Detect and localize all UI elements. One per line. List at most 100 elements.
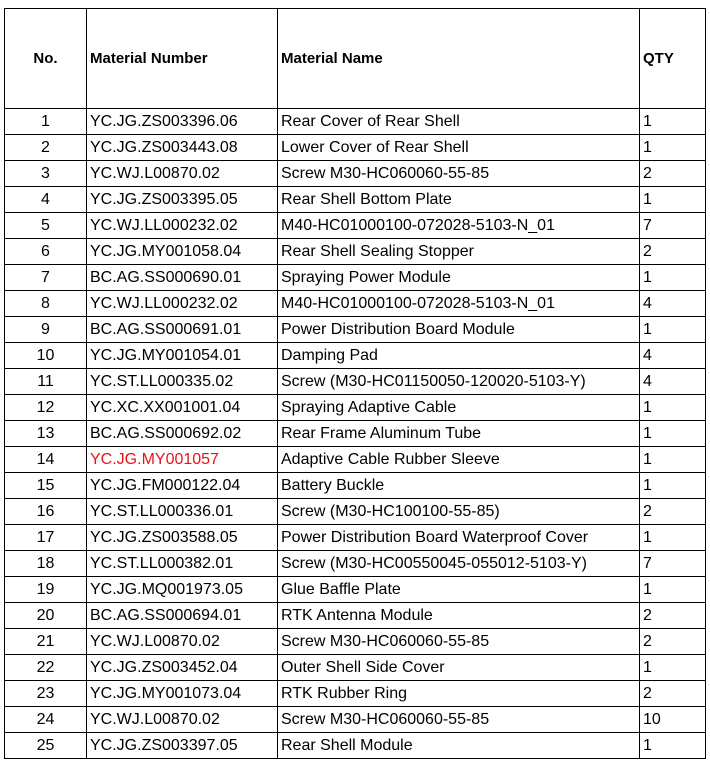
cell-no[interactable]: 10: [4, 342, 87, 369]
cell-material-name[interactable]: RTK Rubber Ring: [277, 680, 640, 707]
cell-qty[interactable]: 4: [639, 368, 706, 395]
cell-material-number[interactable]: YC.WJ.LL000232.02: [86, 290, 278, 317]
cell-no[interactable]: 11: [4, 368, 87, 395]
cell-no[interactable]: 23: [4, 680, 87, 707]
cell-material-number[interactable]: YC.WJ.L00870.02: [86, 706, 278, 733]
cell-no[interactable]: 22: [4, 654, 87, 681]
cell-qty[interactable]: 2: [639, 628, 706, 655]
cell-material-name[interactable]: Battery Buckle: [277, 472, 640, 499]
cell-no[interactable]: 25: [4, 732, 87, 759]
cell-material-name[interactable]: Spraying Adaptive Cable: [277, 394, 640, 421]
cell-material-number[interactable]: YC.JG.MY001073.04: [86, 680, 278, 707]
cell-qty[interactable]: 1: [639, 264, 706, 291]
cell-qty[interactable]: 2: [639, 238, 706, 265]
cell-material-number[interactable]: YC.JG.FM000122.04: [86, 472, 278, 499]
cell-qty[interactable]: 2: [639, 680, 706, 707]
cell-qty[interactable]: 1: [639, 472, 706, 499]
cell-material-number[interactable]: YC.JG.MY001058.04: [86, 238, 278, 265]
cell-no[interactable]: 2: [4, 134, 87, 161]
cell-material-number[interactable]: BC.AG.SS000694.01: [86, 602, 278, 629]
cell-no[interactable]: 19: [4, 576, 87, 603]
cell-no[interactable]: 21: [4, 628, 87, 655]
cell-qty[interactable]: 1: [639, 446, 706, 473]
cell-material-name[interactable]: Screw (M30-HC100100-55-85): [277, 498, 640, 525]
cell-material-name[interactable]: Rear Shell Bottom Plate: [277, 186, 640, 213]
cell-material-name[interactable]: Power Distribution Board Module: [277, 316, 640, 343]
cell-no[interactable]: 8: [4, 290, 87, 317]
cell-material-number[interactable]: YC.JG.MY001057: [86, 446, 278, 473]
cell-material-name[interactable]: M40-HC01000100-072028-5103-N_01: [277, 290, 640, 317]
cell-no[interactable]: 15: [4, 472, 87, 499]
cell-material-name[interactable]: Glue Baffle Plate: [277, 576, 640, 603]
header-material-name[interactable]: Material Name: [277, 8, 640, 109]
cell-qty[interactable]: 2: [639, 498, 706, 525]
cell-qty[interactable]: 1: [639, 654, 706, 681]
cell-material-name[interactable]: RTK Antenna Module: [277, 602, 640, 629]
cell-material-number[interactable]: YC.WJ.L00870.02: [86, 160, 278, 187]
cell-qty[interactable]: 2: [639, 602, 706, 629]
cell-no[interactable]: 14: [4, 446, 87, 473]
cell-qty[interactable]: 1: [639, 316, 706, 343]
cell-no[interactable]: 3: [4, 160, 87, 187]
cell-material-number[interactable]: YC.ST.LL000382.01: [86, 550, 278, 577]
cell-material-number[interactable]: YC.WJ.LL000232.02: [86, 212, 278, 239]
cell-qty[interactable]: 1: [639, 108, 706, 135]
cell-material-name[interactable]: Screw (M30-HC00550045-055012-5103-Y): [277, 550, 640, 577]
cell-material-number[interactable]: YC.ST.LL000335.02: [86, 368, 278, 395]
cell-qty[interactable]: 1: [639, 420, 706, 447]
cell-qty[interactable]: 2: [639, 160, 706, 187]
cell-no[interactable]: 5: [4, 212, 87, 239]
cell-no[interactable]: 20: [4, 602, 87, 629]
cell-qty[interactable]: 7: [639, 212, 706, 239]
cell-material-name[interactable]: Power Distribution Board Waterproof Cove…: [277, 524, 640, 551]
cell-qty[interactable]: 1: [639, 134, 706, 161]
cell-material-number[interactable]: YC.WJ.L00870.02: [86, 628, 278, 655]
cell-material-name[interactable]: Adaptive Cable Rubber Sleeve: [277, 446, 640, 473]
cell-no[interactable]: 18: [4, 550, 87, 577]
header-material-number[interactable]: Material Number: [86, 8, 278, 109]
header-qty[interactable]: QTY: [639, 8, 706, 109]
cell-material-name[interactable]: Rear Shell Sealing Stopper: [277, 238, 640, 265]
cell-qty[interactable]: 1: [639, 524, 706, 551]
cell-material-number[interactable]: YC.JG.ZS003443.08: [86, 134, 278, 161]
cell-material-name[interactable]: Rear Cover of Rear Shell: [277, 108, 640, 135]
cell-no[interactable]: 7: [4, 264, 87, 291]
cell-material-number[interactable]: YC.JG.MY001054.01: [86, 342, 278, 369]
cell-qty[interactable]: 1: [639, 732, 706, 759]
cell-material-name[interactable]: M40-HC01000100-072028-5103-N_01: [277, 212, 640, 239]
cell-no[interactable]: 1: [4, 108, 87, 135]
cell-material-name[interactable]: Screw M30-HC060060-55-85: [277, 628, 640, 655]
cell-material-name[interactable]: Rear Shell Module: [277, 732, 640, 759]
cell-material-number[interactable]: YC.JG.ZS003452.04: [86, 654, 278, 681]
cell-no[interactable]: 4: [4, 186, 87, 213]
cell-material-name[interactable]: Lower Cover of Rear Shell: [277, 134, 640, 161]
header-no[interactable]: No.: [4, 8, 87, 109]
cell-material-number[interactable]: YC.JG.ZS003396.06: [86, 108, 278, 135]
cell-material-name[interactable]: Outer Shell Side Cover: [277, 654, 640, 681]
cell-material-number[interactable]: YC.ST.LL000336.01: [86, 498, 278, 525]
cell-no[interactable]: 17: [4, 524, 87, 551]
cell-material-name[interactable]: Rear Frame Aluminum Tube: [277, 420, 640, 447]
cell-qty[interactable]: 7: [639, 550, 706, 577]
cell-qty[interactable]: 1: [639, 576, 706, 603]
cell-no[interactable]: 13: [4, 420, 87, 447]
cell-material-name[interactable]: Screw M30-HC060060-55-85: [277, 706, 640, 733]
cell-material-number[interactable]: BC.AG.SS000690.01: [86, 264, 278, 291]
cell-no[interactable]: 16: [4, 498, 87, 525]
cell-material-name[interactable]: Damping Pad: [277, 342, 640, 369]
cell-qty[interactable]: 1: [639, 394, 706, 421]
cell-material-number[interactable]: YC.XC.XX001001.04: [86, 394, 278, 421]
cell-material-number[interactable]: YC.JG.ZS003397.05: [86, 732, 278, 759]
cell-qty[interactable]: 10: [639, 706, 706, 733]
cell-material-name[interactable]: Screw (M30-HC01150050-120020-5103-Y): [277, 368, 640, 395]
cell-material-number[interactable]: YC.JG.ZS003395.05: [86, 186, 278, 213]
cell-material-number[interactable]: BC.AG.SS000691.01: [86, 316, 278, 343]
cell-no[interactable]: 24: [4, 706, 87, 733]
cell-qty[interactable]: 4: [639, 290, 706, 317]
cell-material-name[interactable]: Screw M30-HC060060-55-85: [277, 160, 640, 187]
cell-qty[interactable]: 1: [639, 186, 706, 213]
cell-material-name[interactable]: Spraying Power Module: [277, 264, 640, 291]
cell-no[interactable]: 6: [4, 238, 87, 265]
cell-no[interactable]: 9: [4, 316, 87, 343]
cell-material-number[interactable]: YC.JG.MQ001973.05: [86, 576, 278, 603]
